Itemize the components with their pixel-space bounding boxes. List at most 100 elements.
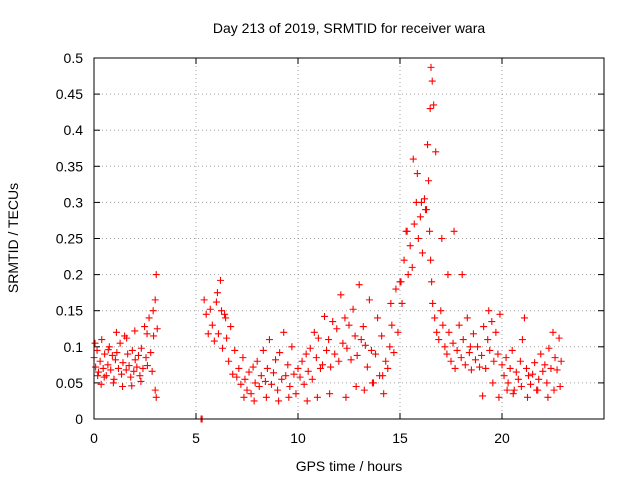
data-point bbox=[114, 364, 122, 372]
data-point bbox=[544, 393, 552, 401]
data-point bbox=[100, 373, 108, 381]
y-axis-label: SRMTID / TECUs bbox=[5, 183, 21, 293]
data-point bbox=[300, 380, 308, 388]
data-point bbox=[280, 328, 288, 336]
data-point bbox=[439, 321, 447, 329]
data-point bbox=[374, 314, 382, 322]
data-point bbox=[409, 155, 417, 163]
data-point bbox=[556, 383, 564, 391]
data-point bbox=[534, 386, 542, 394]
data-point bbox=[480, 323, 488, 331]
data-point bbox=[351, 332, 359, 340]
data-point bbox=[387, 299, 395, 307]
data-point bbox=[489, 379, 497, 387]
data-point bbox=[255, 383, 263, 391]
data-point bbox=[498, 361, 506, 369]
data-point bbox=[527, 380, 535, 388]
data-point bbox=[262, 393, 270, 401]
data-point bbox=[524, 393, 531, 401]
data-point bbox=[213, 289, 221, 297]
data-point bbox=[359, 323, 367, 331]
data-point bbox=[437, 307, 445, 315]
data-point bbox=[288, 343, 296, 351]
x-tick-label: 20 bbox=[494, 430, 510, 446]
data-point bbox=[118, 370, 126, 378]
data-point bbox=[124, 350, 132, 358]
data-point bbox=[361, 341, 369, 349]
x-tick-label: 15 bbox=[392, 430, 408, 446]
data-point bbox=[222, 314, 230, 322]
data-point bbox=[204, 330, 212, 338]
data-point bbox=[247, 390, 255, 398]
data-point bbox=[265, 336, 273, 344]
data-point bbox=[445, 328, 453, 336]
data-point bbox=[503, 386, 511, 394]
data-point bbox=[92, 363, 100, 371]
data-point bbox=[478, 351, 486, 359]
data-point bbox=[235, 364, 243, 372]
data-point bbox=[286, 383, 294, 391]
data-point bbox=[410, 220, 418, 228]
grid-layer bbox=[94, 58, 604, 419]
data-point bbox=[131, 356, 139, 364]
data-point bbox=[312, 354, 320, 362]
y-tick-label: 0.25 bbox=[56, 231, 83, 247]
data-points bbox=[90, 63, 565, 423]
data-point bbox=[492, 328, 500, 336]
data-point bbox=[219, 344, 227, 352]
data-point bbox=[200, 296, 208, 304]
data-point bbox=[463, 314, 471, 322]
plot-border bbox=[93, 57, 605, 420]
data-point bbox=[202, 310, 210, 318]
data-point bbox=[327, 363, 335, 371]
data-point bbox=[206, 305, 214, 313]
data-point bbox=[325, 336, 333, 344]
data-point bbox=[429, 299, 437, 307]
data-point bbox=[535, 375, 543, 383]
data-point bbox=[459, 336, 467, 344]
data-point bbox=[153, 325, 161, 333]
data-point bbox=[125, 362, 133, 370]
data-point bbox=[379, 372, 387, 380]
data-point bbox=[457, 354, 465, 362]
data-point bbox=[143, 362, 151, 370]
data-point bbox=[151, 386, 159, 394]
data-point bbox=[313, 393, 321, 401]
data-point bbox=[343, 344, 351, 352]
data-point bbox=[136, 372, 144, 380]
y-tick-label: 0.5 bbox=[64, 50, 84, 66]
data-point bbox=[372, 350, 380, 358]
data-point bbox=[529, 370, 537, 378]
data-point bbox=[94, 368, 102, 376]
data-point bbox=[438, 235, 446, 242]
data-point bbox=[231, 346, 239, 354]
data-point bbox=[104, 361, 112, 369]
data-point bbox=[134, 351, 142, 359]
y-tick-label: 0.35 bbox=[56, 158, 83, 174]
data-point bbox=[131, 327, 139, 335]
data-point bbox=[225, 357, 233, 365]
data-point bbox=[539, 367, 547, 375]
data-point bbox=[99, 364, 107, 372]
data-point bbox=[512, 368, 520, 376]
data-point bbox=[91, 339, 99, 347]
data-point bbox=[541, 361, 549, 369]
data-point bbox=[428, 278, 436, 286]
data-point bbox=[263, 364, 271, 372]
data-point bbox=[119, 383, 127, 391]
data-point bbox=[127, 373, 135, 381]
data-point bbox=[223, 334, 231, 342]
data-point bbox=[107, 366, 115, 374]
data-point bbox=[112, 328, 120, 336]
data-point bbox=[517, 383, 525, 391]
data-point bbox=[303, 397, 311, 405]
data-point bbox=[495, 393, 503, 401]
data-point bbox=[113, 349, 121, 357]
data-point bbox=[274, 386, 282, 394]
data-point bbox=[145, 314, 153, 322]
data-point bbox=[218, 307, 225, 315]
y-tick-label: 0.4 bbox=[64, 122, 84, 138]
data-point bbox=[469, 330, 477, 338]
data-point bbox=[284, 361, 292, 369]
